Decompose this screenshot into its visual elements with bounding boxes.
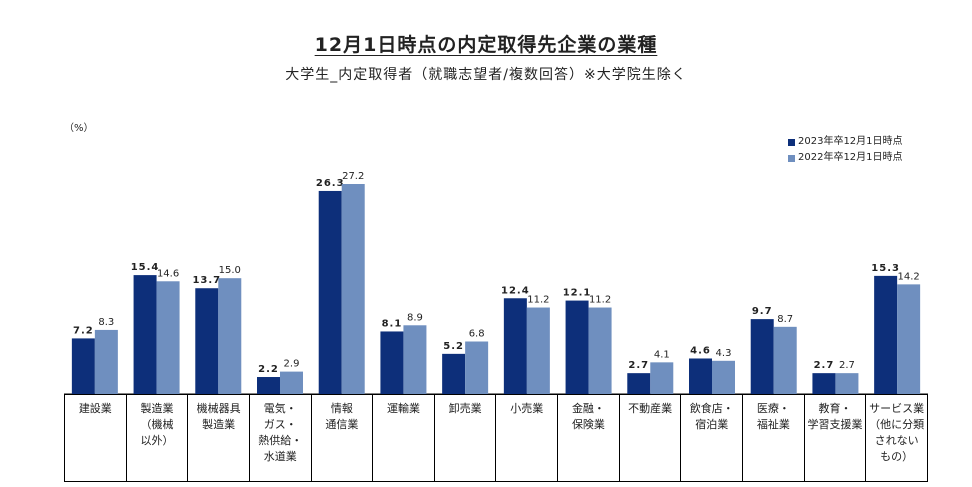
data-label-2023: 2.2 — [258, 364, 279, 375]
bar-2022 — [218, 278, 242, 394]
bar-2022 — [403, 325, 427, 394]
legend-swatch-2022 — [788, 154, 795, 162]
category-label: 運輸業 — [373, 395, 435, 481]
bar-2022 — [465, 341, 489, 394]
data-label-2023: 5.2 — [443, 341, 464, 352]
bar-2023 — [812, 373, 836, 394]
bar-2023 — [627, 373, 651, 394]
data-label-2022: 2.7 — [839, 360, 855, 371]
chart-title: 12月1日時点の内定取得先企業の業種 — [0, 30, 972, 57]
bar-2023 — [257, 377, 280, 394]
data-label-2023: 4.6 — [690, 345, 711, 356]
bar-2022 — [897, 284, 921, 394]
data-label-2022: 11.2 — [527, 295, 549, 306]
category-label: 情報 通信業 — [312, 395, 374, 481]
bar-2022 — [773, 326, 797, 394]
bar-2023 — [874, 275, 898, 394]
category-label: 電気・ ガス・ 熱供給・ 水道業 — [250, 395, 312, 481]
data-label-2023: 15.3 — [871, 263, 900, 274]
category-label: 不動産業 — [620, 395, 682, 481]
bar-2022 — [835, 373, 859, 394]
bar-2023 — [750, 319, 774, 394]
category-label: 製造業 （機械 以外） — [127, 395, 189, 481]
data-label-2022: 15.0 — [219, 265, 241, 276]
category-label: 飲食店・ 宿泊業 — [681, 395, 744, 481]
bar-2023 — [689, 358, 712, 394]
data-label-2022: 2.9 — [284, 359, 300, 370]
category-table: 建設業 製造業 （機械 以外） 機械器具 製造業 電気・ ガス・ 熱供給・ 水道業 情報… — [64, 394, 928, 482]
category-label: サービス業 （他に分類 されない もの） — [869, 402, 925, 463]
data-label-2022: 14.6 — [157, 268, 179, 279]
legend: 2023年卒12月1日時点 2022年卒12月1日時点 — [788, 134, 903, 166]
bar-2022 — [526, 307, 550, 394]
bar-2023 — [318, 190, 342, 394]
category-label: 教育・ 学習支援業 — [805, 395, 867, 481]
data-label-2023: 9.7 — [752, 306, 773, 317]
data-label-2023: 2.7 — [628, 360, 649, 371]
bar-2023 — [133, 275, 157, 394]
data-label-2022: 14.2 — [898, 271, 920, 282]
legend-label-2022: 2022年卒12月1日時点 — [798, 152, 903, 163]
data-label-2022: 4.1 — [654, 349, 670, 360]
data-label-2023: 12.1 — [563, 288, 592, 299]
bar-2023 — [195, 288, 219, 394]
bar-2022 — [650, 362, 674, 394]
legend-label-2023: 2023年卒12月1日時点 — [798, 136, 903, 147]
data-label-2022: 6.8 — [469, 329, 485, 340]
bar-2023 — [565, 300, 589, 394]
data-label-2023: 15.4 — [131, 262, 160, 273]
data-label-2022: 27.2 — [342, 171, 364, 182]
category-label: 医療・ 福祉業 — [743, 395, 805, 481]
data-label-2023: 8.1 — [382, 318, 403, 329]
data-label-2023: 12.4 — [501, 285, 530, 296]
bar-2022 — [280, 371, 303, 394]
data-label-2022: 8.9 — [407, 312, 423, 323]
bar-2023 — [442, 353, 466, 394]
legend-swatch-2023 — [788, 138, 795, 146]
category-label: 小売業 — [496, 395, 559, 481]
data-label-2023: 26.3 — [316, 178, 345, 189]
bar-2022 — [712, 360, 735, 394]
bar-2023 — [71, 338, 95, 394]
category-label: 金融・ 保険業 — [558, 395, 620, 481]
data-label-2022: 8.3 — [98, 317, 114, 328]
bar-2022 — [341, 184, 365, 394]
data-label-2022: 8.7 — [777, 314, 793, 325]
bar-2022 — [94, 329, 118, 394]
legend-item-2023: 2023年卒12月1日時点 — [788, 134, 903, 150]
chart-title-text: 12月1日時点の内定取得先企業の業種 — [314, 34, 658, 56]
category-label: 建設業 — [65, 395, 127, 481]
bar-2023 — [380, 331, 404, 394]
category-label: 卸売業 — [435, 395, 497, 481]
data-label-2023: 13.7 — [192, 275, 221, 286]
data-label-2022: 11.2 — [589, 295, 611, 306]
data-label-2023: 7.2 — [73, 325, 94, 336]
chart-subtitle: 大学生_内定取得者（就職志望者/複数回答）※大学院生除く — [285, 67, 687, 83]
data-label-2023: 2.7 — [814, 360, 835, 371]
bar-2022 — [156, 281, 180, 394]
category-label: 機械器具 製造業 — [188, 395, 250, 481]
bar-2022 — [588, 307, 612, 394]
data-label-2022: 4.3 — [716, 348, 732, 359]
bar-2023 — [503, 298, 527, 394]
unit-label: （%） — [64, 123, 94, 134]
legend-item-2022: 2022年卒12月1日時点 — [788, 150, 903, 166]
